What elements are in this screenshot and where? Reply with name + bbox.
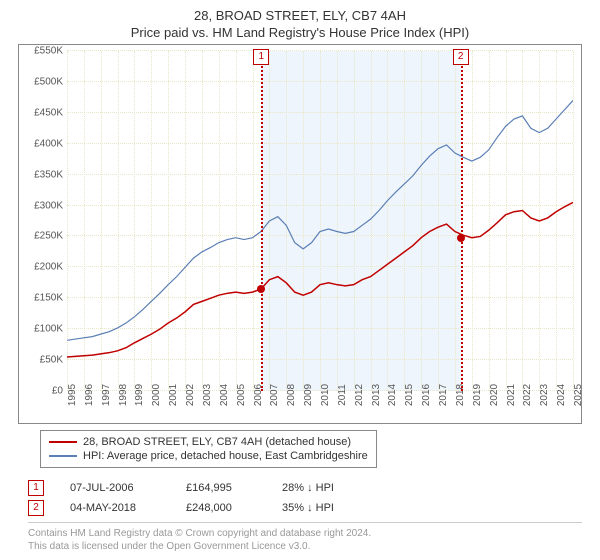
transaction-row: 1 07-JUL-2006 £164,995 28% ↓ HPI	[28, 478, 372, 498]
footer-line: This data is licensed under the Open Gov…	[28, 540, 582, 553]
series-property	[67, 202, 573, 357]
x-tick-label: 1995	[67, 384, 78, 406]
series-hpi	[67, 100, 573, 340]
y-tick-label: £100K	[34, 324, 63, 335]
legend-label: HPI: Average price, detached house, East…	[83, 450, 368, 462]
x-tick-label: 2015	[404, 384, 415, 406]
transaction-line	[261, 51, 263, 391]
gridline-vertical	[573, 51, 574, 391]
chart-title-subtitle: Price paid vs. HM Land Registry's House …	[0, 23, 600, 40]
transaction-price: £248,000	[186, 502, 256, 514]
x-tick-label: 2019	[472, 384, 483, 406]
y-tick-label: £0	[52, 386, 63, 397]
y-tick-label: £50K	[40, 355, 63, 366]
x-tick-label: 1998	[118, 384, 129, 406]
y-tick-label: £250K	[34, 231, 63, 242]
transaction-marker: 2	[453, 49, 469, 65]
chart-container: 28, BROAD STREET, ELY, CB7 4AH Price pai…	[0, 0, 600, 560]
transaction-point	[257, 285, 265, 293]
series-lines	[67, 51, 573, 391]
transaction-date: 07-JUL-2006	[70, 482, 160, 494]
transaction-badge: 2	[28, 500, 44, 516]
transaction-price: £164,995	[186, 482, 256, 494]
legend-item-property: 28, BROAD STREET, ELY, CB7 4AH (detached…	[49, 435, 368, 449]
footer-line: Contains HM Land Registry data © Crown c…	[28, 527, 582, 540]
legend: 28, BROAD STREET, ELY, CB7 4AH (detached…	[40, 430, 377, 468]
x-tick-label: 2023	[539, 384, 550, 406]
chart-frame: £0 £50K £100K £150K £200K £250K £300K £350K £400…	[18, 44, 582, 424]
x-tick-label: 2003	[202, 384, 213, 406]
legend-swatch	[49, 441, 77, 443]
x-tick-label: 2025	[573, 384, 584, 406]
transaction-row: 2 04-MAY-2018 £248,000 35% ↓ HPI	[28, 498, 372, 518]
y-tick-label: £550K	[34, 46, 63, 57]
x-tick-label: 2001	[168, 384, 179, 406]
x-tick-label: 2004	[219, 384, 230, 406]
y-tick-label: £350K	[34, 169, 63, 180]
y-tick-label: £150K	[34, 293, 63, 304]
x-tick-label: 2021	[506, 384, 517, 406]
x-tick-label: 2010	[320, 384, 331, 406]
transaction-note: 28% ↓ HPI	[282, 482, 372, 494]
x-tick-label: 2016	[421, 384, 432, 406]
x-tick-label: 2014	[387, 384, 398, 406]
transaction-date: 04-MAY-2018	[70, 502, 160, 514]
x-tick-label: 2008	[286, 384, 297, 406]
y-tick-label: £450K	[34, 107, 63, 118]
footer-attribution: Contains HM Land Registry data © Crown c…	[28, 522, 582, 553]
x-tick-label: 2011	[337, 384, 348, 406]
transaction-marker: 1	[253, 49, 269, 65]
x-tick-label: 2020	[489, 384, 500, 406]
x-tick-label: 2009	[303, 384, 314, 406]
x-tick-label: 2000	[151, 384, 162, 406]
x-tick-label: 1996	[84, 384, 95, 406]
x-tick-label: 1997	[101, 384, 112, 406]
x-tick-label: 2017	[438, 384, 449, 406]
x-tick-label: 2024	[556, 384, 567, 406]
x-tick-label: 2022	[522, 384, 533, 406]
x-tick-label: 2012	[354, 384, 365, 406]
transaction-point	[457, 234, 465, 242]
transaction-line	[461, 51, 463, 391]
legend-label: 28, BROAD STREET, ELY, CB7 4AH (detached…	[83, 436, 351, 448]
x-tick-label: 2002	[185, 384, 196, 406]
y-tick-label: £200K	[34, 262, 63, 273]
x-tick-label: 1999	[134, 384, 145, 406]
chart-title-address: 28, BROAD STREET, ELY, CB7 4AH	[0, 0, 600, 23]
transaction-table: 1 07-JUL-2006 £164,995 28% ↓ HPI 2 04-MA…	[28, 478, 372, 518]
plot-area: £0£50K£100K£150K£200K£250K£300K£350K£400…	[67, 51, 573, 391]
y-tick-label: £300K	[34, 200, 63, 211]
y-tick-label: £400K	[34, 138, 63, 149]
transaction-badge: 1	[28, 480, 44, 496]
legend-item-hpi: HPI: Average price, detached house, East…	[49, 449, 368, 463]
legend-swatch	[49, 455, 77, 457]
y-tick-label: £500K	[34, 76, 63, 87]
x-tick-label: 2007	[269, 384, 280, 406]
x-tick-label: 2005	[236, 384, 247, 406]
x-tick-label: 2013	[371, 384, 382, 406]
transaction-note: 35% ↓ HPI	[282, 502, 372, 514]
